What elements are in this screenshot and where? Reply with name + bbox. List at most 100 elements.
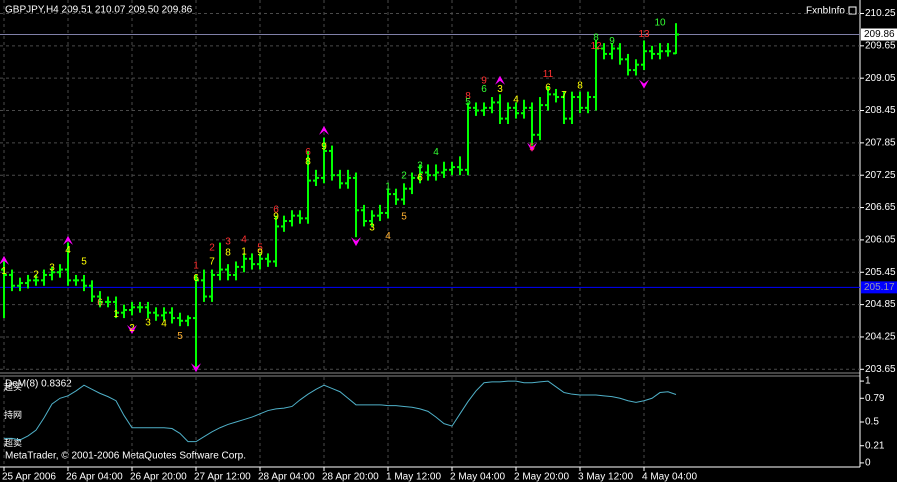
copyright: MetaTrader, © 2001-2006 MetaQuotes Softw… <box>5 451 246 462</box>
x-tick-label: 1 May 12:00 <box>386 472 441 482</box>
info-label: FxnbInfo <box>806 6 845 17</box>
current-price-box <box>861 28 897 41</box>
count-label: 6 <box>305 147 311 158</box>
count-label: 7 <box>209 257 215 268</box>
count-label: 5 <box>177 331 183 342</box>
x-tick-label: 28 Apr 20:00 <box>322 472 379 482</box>
indicator-tick-label: 1 <box>865 376 871 387</box>
count-label: 9 <box>321 141 327 152</box>
count-label: 6 <box>273 204 279 215</box>
count-label: 2 <box>33 270 39 281</box>
y-tick-label: 204.85 <box>865 299 896 310</box>
count-label: 12 <box>590 41 602 52</box>
count-label: 13 <box>638 29 650 40</box>
y-tick-label: 209.05 <box>865 73 896 84</box>
signal-arrow <box>63 235 73 245</box>
x-tick-label: 4 May 04:00 <box>642 472 697 482</box>
y-tick-label: 209.65 <box>865 40 896 51</box>
count-label: 6 <box>481 84 487 95</box>
count-label: 8 <box>593 32 599 43</box>
count-label: 11 <box>543 69 554 80</box>
count-label: 1 <box>1 266 7 277</box>
signal-arrow <box>127 324 137 334</box>
count-label: 6 <box>545 83 551 94</box>
count-label: 5 <box>401 211 407 222</box>
count-label: 4 <box>385 231 391 242</box>
indicator-tick-label: 0.5 <box>865 417 879 428</box>
signal-arrow <box>495 75 505 85</box>
x-tick-label: 2 May 04:00 <box>450 472 505 482</box>
count-label: 5 <box>529 142 535 153</box>
count-label: 1 <box>193 260 199 271</box>
x-tick-label: 28 Apr 04:00 <box>258 472 315 482</box>
y-tick-label: 210.25 <box>865 8 896 19</box>
x-tick-label: 26 Apr 04:00 <box>66 472 123 482</box>
signal-arrow <box>527 142 537 152</box>
indicator-line <box>4 380 677 443</box>
y-tick-label: 204.25 <box>865 332 896 343</box>
y-tick-label: 208.45 <box>865 105 896 116</box>
count-label: 5 <box>257 243 263 254</box>
count-label: 7 <box>561 90 567 101</box>
count-label: 3 <box>225 237 231 248</box>
count-label: 3 <box>417 161 423 172</box>
y-tick-label: 207.85 <box>865 138 896 149</box>
signal-arrow <box>639 79 649 89</box>
count-label: 6 <box>193 273 199 284</box>
signal-arrow <box>0 255 9 265</box>
count-label: 8 <box>577 80 583 91</box>
count-label: 8 <box>225 247 231 258</box>
count-label: 3 <box>49 263 55 274</box>
count-label: 5 <box>81 257 87 268</box>
line-label: 205.17 <box>864 282 895 293</box>
line-label-box <box>861 281 897 294</box>
x-tick-label: 25 Apr 2006 <box>2 472 56 482</box>
count-label: 4 <box>433 147 439 158</box>
x-tick-label: 27 Apr 12:00 <box>194 472 251 482</box>
indicator-tick-label: 0.79 <box>865 393 885 404</box>
count-label: 4 <box>513 94 519 105</box>
signal-arrow <box>319 125 329 135</box>
count-label: 6 <box>417 173 423 184</box>
count-label: 9 <box>257 247 263 258</box>
count-label: 3 <box>145 318 151 329</box>
zone-label: 超买 <box>4 381 22 393</box>
count-label: 4 <box>65 245 71 256</box>
count-label: 10 <box>654 17 666 28</box>
count-label: 9 <box>273 211 279 222</box>
current-price-label: 209.86 <box>864 29 895 40</box>
count-label: 4 <box>241 235 247 246</box>
y-tick-label: 206.05 <box>865 235 896 246</box>
signal-arrow <box>351 237 361 247</box>
indicator-tick-label: 0 <box>865 458 871 469</box>
y-tick-label: 206.65 <box>865 202 896 213</box>
count-label: 1 <box>241 246 247 257</box>
y-tick-label: 203.65 <box>865 364 896 375</box>
indicator-title: DeM(8) 0.8362 <box>5 379 72 390</box>
count-label: 2 <box>401 170 407 181</box>
x-tick-label: 26 Apr 20:00 <box>130 472 187 482</box>
count-label: 6 <box>97 298 103 309</box>
count-label: 9 <box>481 76 487 87</box>
count-label: 4 <box>161 319 167 330</box>
x-tick-label: 3 May 12:00 <box>578 472 633 482</box>
x-tick-label: 2 May 20:00 <box>514 472 569 482</box>
indicator-tick-label: 0.21 <box>865 440 885 451</box>
signal-arrow <box>191 363 201 373</box>
count-label: 1 <box>113 309 119 320</box>
count-label: 2 <box>209 243 215 254</box>
close-icon[interactable] <box>848 6 857 15</box>
count-label: 8 <box>305 156 311 167</box>
chart-title: GBPJPY,H4 209.51 210.07 209.50 209.86 <box>5 5 193 16</box>
zone-label: 持网 <box>4 409 22 421</box>
count-label: 3 <box>369 223 375 234</box>
y-tick-label: 207.25 <box>865 170 896 181</box>
count-label: 1 <box>385 182 391 193</box>
y-tick-label: 205.45 <box>865 267 896 278</box>
count-label: 3 <box>497 84 503 95</box>
count-label: 5 <box>465 97 471 108</box>
count-label: 9 <box>609 36 615 47</box>
